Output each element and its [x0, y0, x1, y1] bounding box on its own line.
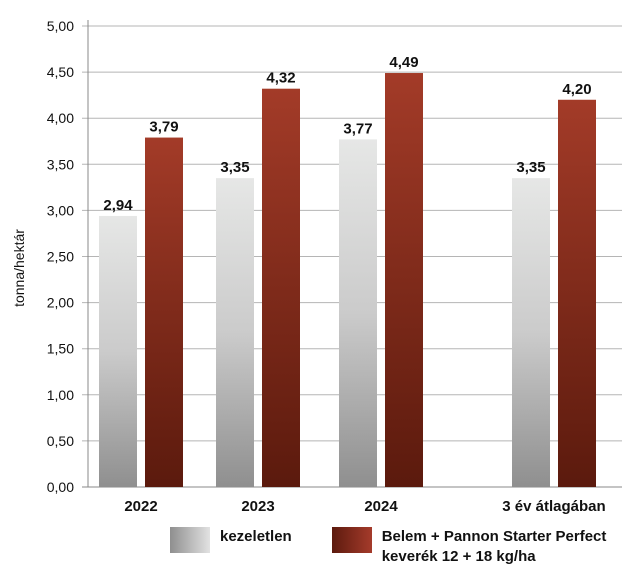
y-axis-title: tonna/hektár [11, 229, 27, 307]
data-labels: 2,94 3,79 3,35 4,32 3,77 4,49 3,35 4,20 [103, 54, 591, 214]
legend-item-untreated: kezeletlen [170, 527, 292, 553]
data-label: 3,35 [516, 159, 545, 176]
y-tick-label: 1,00 [47, 387, 74, 403]
y-tick-label: 0,50 [47, 433, 74, 449]
y-tick-label: 2,00 [47, 295, 74, 311]
y-tick-label: 5,00 [47, 18, 74, 34]
legend-swatch-treated [331, 527, 372, 553]
y-tick-label: 3,00 [47, 202, 74, 218]
bar-treated [262, 88, 300, 488]
x-axis-categories: 2022 2023 2024 3 év átlagában [124, 498, 605, 515]
data-label: 4,20 [562, 81, 591, 98]
x-category-label: 2022 [124, 498, 157, 515]
bar-untreated [339, 139, 377, 487]
x-category-label: 3 év átlagában [502, 498, 605, 515]
bar-treated [558, 99, 596, 487]
data-label: 3,35 [220, 159, 249, 176]
bar-untreated [512, 178, 550, 487]
x-category-label: 2024 [364, 498, 398, 515]
data-label: 3,79 [149, 119, 178, 136]
legend-label-treated: Belem + Pannon Starter Perfect keverék 1… [381, 528, 607, 565]
y-axis-ticks: 0,00 0,50 1,00 1,50 2,00 2,50 3,00 3,50 4,00 4,50… [47, 18, 74, 495]
y-tick-label: 3,50 [47, 156, 74, 172]
data-label: 3,77 [343, 120, 372, 137]
bar-untreated [99, 215, 137, 487]
legend-label-untreated: kezeletlen [220, 528, 292, 545]
legend-item-treated: Belem + Pannon Starter Perfect keverék 1… [331, 527, 622, 567]
bar-untreated [216, 178, 254, 487]
data-label: 4,49 [389, 54, 418, 71]
y-tick-label: 0,00 [47, 479, 74, 495]
bar-treated [385, 73, 423, 487]
legend: kezeletlen Belem + Pannon Starter Perfec… [170, 527, 627, 567]
y-tick-label: 4,50 [47, 64, 74, 80]
bars [99, 73, 596, 488]
legend-swatch-untreated [170, 527, 210, 553]
y-tick-label: 1,50 [47, 341, 74, 357]
y-tick-label: 2,50 [47, 249, 74, 265]
bar-chart: 0,00 0,50 1,00 1,50 2,00 2,50 3,00 3,50 4,00 4,50… [11, 18, 622, 515]
data-label: 4,32 [266, 70, 295, 87]
y-tick-label: 4,00 [47, 110, 74, 126]
bar-treated [145, 137, 183, 487]
data-label: 2,94 [103, 197, 133, 214]
x-category-label: 2023 [241, 498, 274, 515]
